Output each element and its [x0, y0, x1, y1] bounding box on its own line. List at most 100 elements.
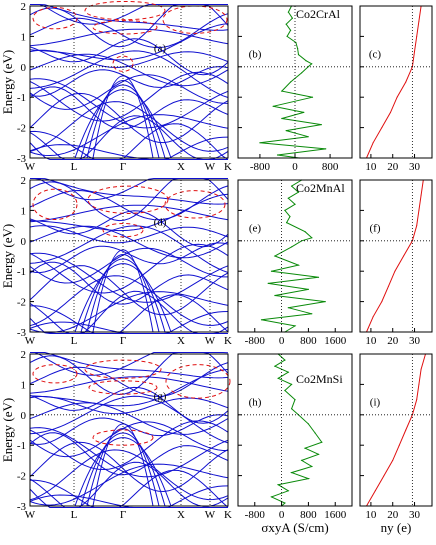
panel-label-2-2: (i) — [370, 397, 381, 409]
sigma-point-0-12 — [301, 72, 303, 74]
sigma-point-0-21 — [307, 136, 309, 138]
band-line-1-12 — [29, 225, 229, 273]
band-line-0-2 — [29, 123, 229, 160]
energy-tick-label-1-1: -2 — [17, 297, 26, 309]
energy-tick-label-0-3: 0 — [21, 62, 27, 74]
panel-frame-1-0 — [29, 179, 229, 333]
sigma-point-0-2 — [291, 17, 293, 19]
band-line-gamma-0-2 — [80, 84, 166, 159]
band-line-1-1 — [29, 305, 229, 334]
ny-xtick-label-0-0: 10 — [365, 161, 377, 173]
sigma-point-0-5 — [286, 35, 288, 38]
panel-label-0-1: (b) — [249, 49, 262, 61]
ny-point-1-3 — [416, 225, 418, 227]
highlight-ellipse-2-3 — [165, 364, 231, 399]
sigma-point-2-7 — [294, 399, 296, 401]
sigma-point-2-2 — [274, 365, 276, 367]
sigma-point-2-22 — [284, 502, 286, 504]
sigma-point-0-7 — [297, 48, 299, 50]
sigma-point-2-15 — [301, 459, 303, 461]
sigma-point-1-2 — [297, 191, 299, 193]
sigma-point-0-16 — [272, 105, 274, 107]
band-line-2-21 — [30, 352, 229, 376]
sigma-point-1-17 — [307, 288, 309, 290]
sigma-point-2-21 — [270, 496, 273, 498]
band-line-1-10 — [29, 247, 228, 284]
band-line-0-17 — [29, 28, 229, 47]
sigma-xtick-label-1-3: 1600 — [324, 335, 347, 347]
ny-xtick-label-0-2: 30 — [409, 161, 421, 173]
sigma-point-2-18 — [307, 478, 309, 480]
ny-point-0-2 — [416, 35, 418, 37]
kpath-label-0-1: L — [71, 161, 78, 173]
band-line-1-19 — [29, 178, 229, 222]
sigma-point-2-19 — [277, 484, 279, 486]
band-line-0-7 — [29, 86, 229, 130]
sigma-point-2-6 — [284, 389, 286, 392]
band-line-0-5 — [29, 101, 229, 152]
highlight-ellipse-0-0 — [32, 7, 78, 30]
ny-point-1-7 — [387, 285, 389, 287]
sigma-point-1-19 — [324, 301, 326, 303]
ny-point-2-1 — [420, 368, 422, 370]
highlight-ellipse-0-1 — [84, 0, 166, 21]
sigma-point-0-14 — [281, 90, 283, 92]
sigma-point-2-17 — [291, 472, 293, 474]
ny-point-0-5 — [405, 81, 407, 83]
ny-curve-1 — [366, 179, 424, 333]
sigma-point-0-15 — [311, 96, 314, 98]
sigma-point-2-16 — [311, 465, 313, 468]
sigma-point-0-19 — [320, 124, 322, 126]
panel-frame-1-1 — [237, 179, 353, 333]
ny-xtick-label-1-2: 30 — [409, 335, 421, 347]
kpath-label-2-5: K — [224, 509, 232, 521]
sigma-point-0-3 — [285, 23, 287, 25]
sigma-point-0-23 — [325, 148, 327, 150]
sigma-xtick-label-1-1: 0 — [279, 335, 285, 347]
ny-xtick-label-1-0: 10 — [365, 335, 377, 347]
ny-point-2-3 — [416, 399, 418, 401]
band-line-0-15 — [29, 38, 229, 76]
band-line-gamma-1-3 — [74, 263, 172, 333]
sigma-xtick-label-0-2: 800 — [322, 161, 339, 173]
ny-curve-0 — [366, 5, 422, 159]
sigma-xtick-label-2-1: 0 — [279, 509, 285, 521]
panel-frame-0-0 — [29, 5, 229, 159]
sigma-point-0-4 — [290, 29, 292, 31]
ny-xtick-label-2-1: 20 — [387, 509, 399, 521]
band-line-1-2 — [29, 294, 229, 334]
band-line-gamma-0-1 — [86, 79, 160, 159]
highlight-ellipse-2-2 — [88, 380, 158, 395]
sigma-point-1-15 — [317, 276, 320, 278]
highlight-ellipse-1-2 — [102, 222, 144, 238]
sigma-point-0-18 — [281, 117, 283, 120]
ny-point-2-2 — [418, 383, 420, 385]
band-line-1-20 — [30, 178, 229, 205]
kpath-label-1-1: L — [71, 335, 78, 347]
energy-tick-label-1-2: -1 — [17, 266, 26, 278]
sigma-point-1-20 — [287, 307, 289, 309]
kpath-label-2-1: L — [71, 509, 78, 521]
band-line-2-11 — [29, 414, 229, 445]
band-line-gamma-0-0 — [92, 75, 154, 159]
energy-tick-label-2-2: -1 — [17, 440, 26, 452]
compound-label-1: Co2MnAl — [296, 181, 345, 195]
ny-xtick-label-1-1: 20 — [387, 335, 399, 347]
band-line-2-17 — [29, 376, 229, 394]
band-line-0-19 — [29, 4, 229, 48]
kpath-label-0-4: W — [205, 161, 216, 173]
frames-layer — [29, 5, 433, 507]
band-line-1-3 — [29, 290, 229, 334]
band-line-1-13 — [29, 225, 229, 259]
ny-point-0-1 — [418, 20, 420, 22]
band-line-gamma-1-0 — [92, 249, 154, 333]
highlight-ellipse-2-4 — [92, 429, 154, 446]
band-line-2-3 — [29, 461, 229, 508]
energy-tick-label-2-1: -2 — [17, 471, 26, 483]
sigma-point-0-24 — [276, 154, 279, 156]
band-line-0-11 — [29, 66, 229, 97]
sigma-point-2-13 — [304, 447, 306, 449]
sigma-point-1-6 — [289, 215, 291, 218]
ny-point-2-5 — [405, 429, 407, 431]
